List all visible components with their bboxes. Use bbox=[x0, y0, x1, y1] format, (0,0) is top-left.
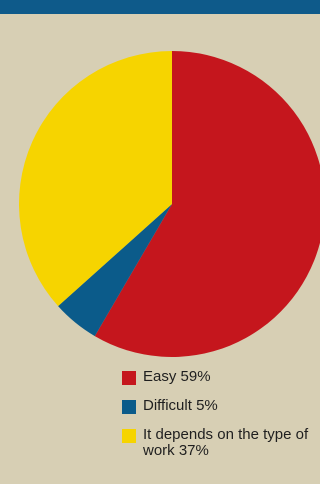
slice-difficult bbox=[58, 204, 172, 337]
top-bar bbox=[0, 0, 320, 14]
legend-swatch-depends bbox=[122, 429, 136, 443]
legend-item-depends: It depends on the type of work 37% bbox=[122, 427, 312, 459]
legend-label-difficult: Difficult 5% bbox=[143, 397, 218, 414]
slice-depends bbox=[19, 50, 173, 307]
legend: Easy 59% Difficult 5% It depends on the … bbox=[122, 369, 312, 459]
legend-item-difficult: Difficult 5% bbox=[122, 398, 312, 414]
legend-label-easy: Easy 59% bbox=[143, 368, 211, 385]
legend-item-easy: Easy 59% bbox=[122, 369, 312, 385]
slice-easy bbox=[94, 51, 320, 357]
legend-label-depends: It depends on the type of work 37% bbox=[143, 426, 309, 459]
legend-swatch-easy bbox=[122, 371, 136, 385]
legend-swatch-difficult bbox=[122, 400, 136, 414]
